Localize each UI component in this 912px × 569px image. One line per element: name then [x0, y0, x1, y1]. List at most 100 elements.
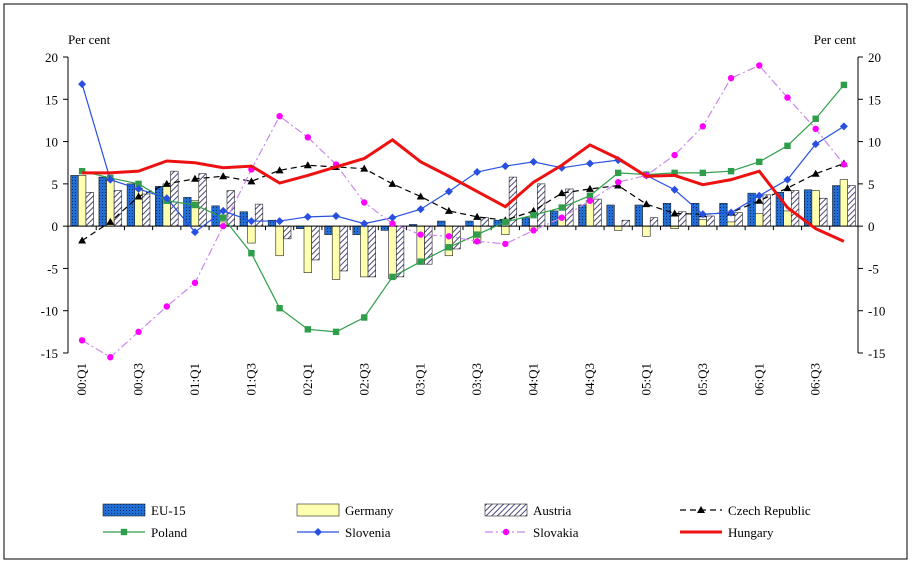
line-marker [417, 258, 424, 265]
x-tick-label: 04:Q3 [582, 363, 597, 396]
bar [162, 183, 171, 227]
line-marker [445, 233, 453, 240]
bar [783, 210, 792, 227]
y-tick-label: -15 [41, 346, 58, 361]
line-marker [614, 169, 622, 177]
bar [437, 220, 446, 227]
x-tick-label: 02:Q3 [356, 363, 371, 396]
line-marker [361, 199, 368, 206]
legend-label: Slovenia [345, 525, 391, 540]
line-marker [839, 122, 848, 131]
x-tick-label: 03:Q3 [469, 363, 484, 396]
line-marker [811, 169, 820, 177]
bar [501, 225, 510, 235]
bar [395, 225, 405, 278]
line-marker [248, 250, 255, 257]
x-tick-label: 00:Q3 [131, 363, 146, 396]
x-tick-label: 05:Q3 [695, 363, 710, 396]
line-marker [501, 162, 510, 171]
y2-tick-label: -15 [868, 346, 885, 361]
bar [839, 179, 849, 227]
line-marker [784, 142, 791, 149]
line-marker [78, 80, 87, 89]
y-tick-label: 20 [45, 50, 58, 65]
bar [360, 225, 369, 278]
bar [790, 190, 800, 227]
bar [706, 215, 715, 227]
bar [444, 225, 454, 257]
line-marker [190, 228, 199, 237]
line-marker [585, 159, 594, 168]
line-marker [670, 209, 679, 217]
bar [367, 225, 376, 278]
line-marker [727, 167, 735, 175]
bar [198, 173, 207, 227]
line-marker [360, 219, 369, 228]
bar [662, 203, 672, 227]
line-marker [502, 218, 509, 226]
bar [352, 225, 361, 235]
line-marker [191, 279, 199, 287]
bar [324, 225, 333, 235]
bar [247, 225, 256, 244]
line-marker [163, 303, 170, 310]
y2-tick-label: 20 [868, 50, 881, 65]
line-marker [389, 220, 396, 227]
legend-label: Germany [345, 503, 394, 518]
bar [521, 217, 531, 227]
y-tick-label: -10 [41, 304, 58, 319]
x-tick-label: 01:Q1 [187, 363, 202, 396]
x-tick-label: 04:Q1 [526, 363, 541, 396]
bar [762, 194, 771, 227]
y-tick-label: 5 [52, 177, 59, 192]
y2-tick-label: 10 [868, 135, 881, 150]
line-marker [190, 174, 199, 182]
bar [283, 225, 292, 240]
y-tick-label: 0 [52, 219, 59, 234]
line-marker [756, 62, 763, 69]
bar [606, 204, 615, 227]
line-marker [304, 134, 312, 141]
line-marker [699, 169, 707, 177]
line-marker [811, 140, 820, 149]
line-marker [783, 184, 792, 192]
legend-label: Austria [533, 503, 572, 518]
line-marker [473, 212, 482, 220]
legend-swatch [296, 503, 340, 517]
line-marker [360, 164, 369, 172]
line-marker [812, 115, 819, 122]
line-marker [473, 168, 482, 177]
x-tick-label: 06:Q1 [751, 363, 766, 396]
legend-marker [502, 528, 510, 536]
line-marker [162, 194, 171, 203]
bar [126, 183, 136, 227]
y-tick-label: -5 [47, 261, 58, 276]
line-marker [303, 212, 312, 221]
line-marker [840, 81, 848, 89]
x-tick-label: 06:Q3 [808, 363, 823, 396]
y2-tick-label: 0 [868, 219, 875, 234]
legend-label: Slovakia [533, 525, 579, 540]
line-series [81, 64, 845, 358]
bar [226, 190, 235, 227]
bar [578, 204, 587, 227]
bar [565, 188, 574, 227]
y-tick-label: 10 [45, 135, 58, 150]
line-marker [106, 217, 115, 225]
line-marker [332, 211, 341, 220]
bar [170, 170, 179, 227]
line-marker [247, 177, 256, 185]
x-tick-label: 02:Q1 [300, 363, 315, 396]
line-marker [332, 328, 340, 336]
bar [755, 213, 764, 227]
bar [726, 221, 736, 227]
line-marker [783, 175, 792, 184]
line-marker [361, 314, 368, 321]
line-marker [444, 206, 453, 214]
bar [113, 190, 123, 227]
line-marker [388, 179, 397, 187]
line-marker [247, 217, 256, 226]
line-marker [557, 189, 566, 197]
bar [254, 203, 264, 227]
y-tick-label: 15 [45, 92, 58, 107]
